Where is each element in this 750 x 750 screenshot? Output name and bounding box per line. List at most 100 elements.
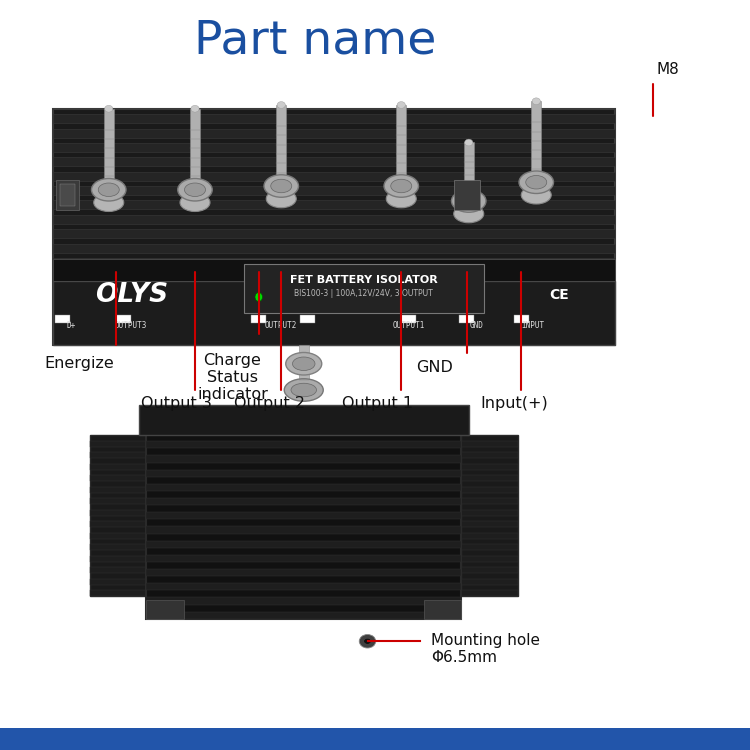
Ellipse shape (266, 190, 296, 208)
Bar (90, 556, 146, 562)
Ellipse shape (452, 190, 486, 212)
Ellipse shape (386, 190, 416, 208)
Bar (146, 600, 184, 619)
Text: Output 1: Output 1 (342, 396, 412, 411)
Text: Output 3: Output 3 (141, 396, 212, 411)
Bar (90, 579, 146, 585)
Bar (53, 230, 615, 238)
Bar (461, 568, 518, 573)
Bar (461, 590, 518, 596)
Bar (146, 470, 461, 477)
Bar (146, 526, 461, 533)
Ellipse shape (532, 98, 540, 105)
Ellipse shape (454, 205, 484, 223)
Bar (90, 590, 146, 596)
Text: D+: D+ (67, 321, 76, 330)
Bar (461, 521, 518, 527)
Bar (90, 568, 146, 573)
Bar (146, 427, 461, 434)
Bar (146, 569, 461, 576)
Text: Output 2: Output 2 (235, 396, 305, 411)
Bar (464, 142, 474, 191)
Ellipse shape (291, 383, 316, 397)
Bar (190, 109, 200, 180)
Bar (461, 510, 518, 516)
Bar (244, 264, 484, 313)
Bar (146, 584, 461, 590)
Ellipse shape (526, 176, 547, 189)
Bar (90, 464, 146, 470)
Bar (53, 114, 615, 123)
Ellipse shape (264, 175, 298, 197)
Bar (90, 487, 146, 493)
Bar (90, 452, 146, 458)
Text: Charge
Status
indicator: Charge Status indicator (197, 352, 268, 402)
Bar (401, 315, 416, 322)
Bar (53, 272, 615, 281)
Bar (90, 521, 146, 527)
Bar (461, 435, 518, 596)
Bar (424, 600, 461, 619)
Bar (251, 315, 266, 322)
Bar (0, 728, 750, 750)
Ellipse shape (398, 102, 405, 109)
Ellipse shape (284, 379, 323, 401)
Ellipse shape (255, 292, 262, 302)
Text: OUTPUT2: OUTPUT2 (265, 321, 298, 330)
Bar (514, 315, 529, 322)
Ellipse shape (458, 194, 479, 208)
Bar (461, 464, 518, 470)
Ellipse shape (286, 352, 322, 375)
Bar (276, 105, 286, 176)
Bar (90, 533, 146, 538)
Ellipse shape (464, 140, 472, 146)
Bar (461, 498, 518, 504)
Bar (146, 598, 461, 604)
Text: OUTPUT3: OUTPUT3 (115, 321, 148, 330)
Bar (55, 315, 70, 322)
Ellipse shape (178, 178, 212, 201)
Ellipse shape (271, 179, 292, 193)
Ellipse shape (359, 634, 376, 648)
Ellipse shape (521, 186, 551, 204)
Ellipse shape (278, 102, 285, 109)
Bar (146, 541, 461, 548)
Ellipse shape (391, 179, 412, 193)
Bar (56, 180, 79, 210)
Ellipse shape (384, 175, 418, 197)
Bar (397, 105, 406, 176)
Bar (146, 441, 461, 448)
Bar (60, 184, 75, 206)
Ellipse shape (292, 357, 315, 370)
Bar (104, 109, 114, 180)
Ellipse shape (184, 183, 206, 196)
Bar (461, 579, 518, 585)
Bar (146, 455, 461, 463)
Bar (298, 345, 309, 390)
Text: GND: GND (470, 321, 483, 330)
Text: M8: M8 (656, 62, 679, 76)
Bar (90, 544, 146, 550)
Bar (90, 441, 146, 446)
Bar (461, 452, 518, 458)
Bar (459, 315, 474, 322)
Bar (139, 405, 469, 435)
Bar (53, 128, 615, 137)
Bar (146, 420, 461, 619)
Ellipse shape (190, 106, 200, 112)
Bar (531, 101, 542, 172)
Bar (461, 441, 518, 446)
Bar (53, 200, 615, 209)
Text: Energize: Energize (44, 356, 114, 371)
Text: FET BATTERY ISOLATOR: FET BATTERY ISOLATOR (290, 274, 438, 285)
Ellipse shape (364, 638, 371, 644)
Ellipse shape (92, 178, 126, 201)
Bar (53, 258, 615, 267)
Ellipse shape (94, 194, 124, 211)
Bar (53, 281, 615, 345)
Ellipse shape (104, 106, 112, 112)
Bar (146, 612, 461, 619)
Text: OUTPUT1: OUTPUT1 (392, 321, 425, 330)
Bar (146, 484, 461, 491)
Bar (146, 555, 461, 562)
